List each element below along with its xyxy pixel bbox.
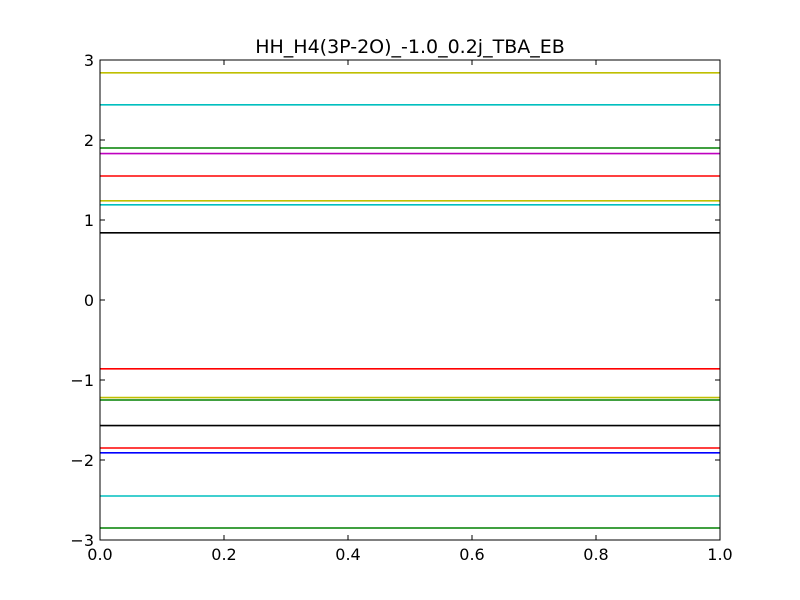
x-tick-label-5: 1.0 [707, 545, 732, 564]
series-layer [100, 72, 720, 529]
y-tick-label-5: −2 [70, 451, 94, 470]
plot-frame [99, 59, 721, 541]
x-tick-label-1: 0.2 [211, 545, 236, 564]
x-tick-label-2: 0.4 [335, 545, 360, 564]
y-tick-label-3: 0 [84, 291, 94, 310]
y-tick-label-1: 2 [84, 131, 94, 150]
tick-layer: 0.0 0.2 0.4 0.6 0.8 1.0 3 2 1 0 −1 −2 −3 [70, 51, 732, 564]
y-tick-label-2: 1 [84, 211, 94, 230]
y-tick-label-4: −1 [70, 371, 94, 390]
x-tick-label-4: 0.8 [583, 545, 608, 564]
x-tick-label-0: 0.0 [87, 545, 112, 564]
x-tick-label-3: 0.6 [459, 545, 484, 564]
y-tick-label-0: 3 [84, 51, 94, 70]
chart-title: HH_H4(3P-2O)_-1.0_0.2j_TBA_EB [255, 36, 565, 58]
y-tick-label-6: −3 [70, 531, 94, 550]
